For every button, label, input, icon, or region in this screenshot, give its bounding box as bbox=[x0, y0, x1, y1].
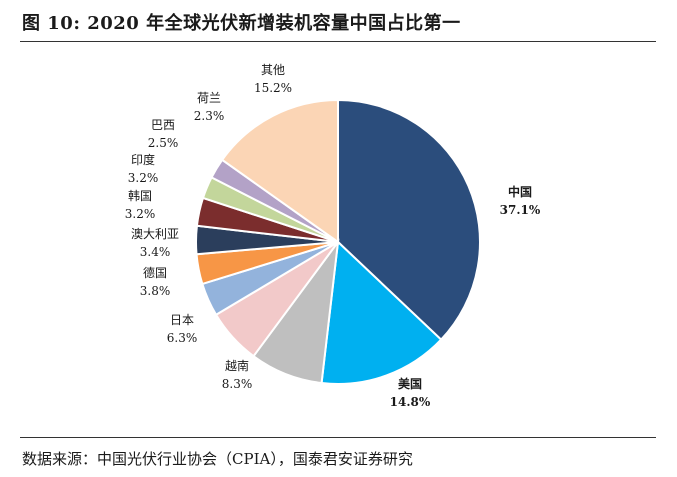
slice-label-10: 其他 bbox=[261, 63, 285, 77]
slice-value-2: 8.3% bbox=[222, 377, 253, 391]
slice-value-8: 2.5% bbox=[148, 136, 179, 150]
slice-label-2: 越南 bbox=[225, 358, 249, 373]
slice-label-0: 中国 bbox=[508, 184, 532, 199]
figure-source: 数据来源：中国光伏行业协会（CPIA），国泰君安证券研究 bbox=[22, 450, 413, 468]
pie-slice-1 bbox=[320, 239, 443, 385]
slice-value-4: 3.8% bbox=[140, 284, 171, 298]
slice-value-5: 3.4% bbox=[140, 245, 171, 259]
slice-value-0: 37.1% bbox=[500, 203, 541, 217]
pie-labels: 中国 37.1% 美国 14.8% 越南 8.3% 日本 6.3% 德国 3.8% 澳大利亚 3.4%… bbox=[125, 63, 541, 409]
slice-value-9: 2.3% bbox=[194, 109, 225, 123]
slice-label-9: 荷兰 bbox=[197, 91, 221, 105]
slice-value-6: 3.2% bbox=[125, 207, 156, 221]
slice-label-3: 日本 bbox=[170, 313, 194, 327]
slice-label-4: 德国 bbox=[143, 265, 167, 280]
source-divider bbox=[20, 437, 656, 438]
slice-label-1: 美国 bbox=[398, 376, 422, 391]
slice-label-8: 巴西 bbox=[151, 118, 175, 132]
pie-slices bbox=[195, 98, 481, 385]
pie-slice-0 bbox=[337, 98, 481, 342]
pie-slice-10 bbox=[220, 98, 339, 244]
figure-title: 图 10: 2020 年全球光伏新增装机容量中国占比第一 bbox=[22, 13, 461, 34]
slice-value-1: 14.8% bbox=[390, 395, 431, 409]
slice-label-7: 印度 bbox=[131, 152, 155, 167]
slice-label-6: 韩国 bbox=[128, 188, 152, 203]
slice-value-10: 15.2% bbox=[254, 81, 292, 95]
slice-value-3: 6.3% bbox=[167, 331, 198, 345]
title-divider bbox=[20, 41, 656, 42]
slice-value-7: 3.2% bbox=[128, 171, 159, 185]
slice-label-5: 澳大利亚 bbox=[131, 227, 179, 241]
